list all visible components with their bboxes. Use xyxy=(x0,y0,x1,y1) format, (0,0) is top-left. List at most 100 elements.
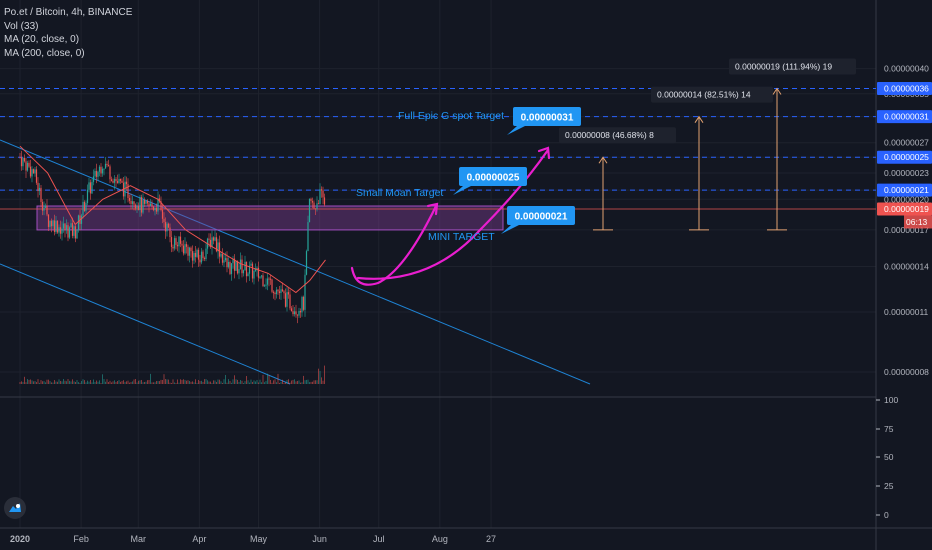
volume-bar xyxy=(217,379,219,384)
candle-body xyxy=(164,222,167,232)
candle-body xyxy=(140,197,143,213)
volume-bar xyxy=(165,379,166,384)
candle-body xyxy=(322,190,324,198)
candle-body xyxy=(76,229,78,239)
volume-bar xyxy=(175,382,177,384)
candle-body xyxy=(221,253,224,263)
volume-bar xyxy=(324,365,325,384)
candle-body xyxy=(130,200,132,204)
tradingview-logo-icon[interactable] xyxy=(4,497,26,519)
osc-tick-label: 25 xyxy=(884,481,894,491)
volume-bar xyxy=(259,379,261,384)
candle-body xyxy=(269,278,272,280)
candle-body xyxy=(26,162,29,171)
target-callout-box xyxy=(513,107,581,126)
volume-bar xyxy=(84,380,85,384)
volume-bar xyxy=(256,379,258,384)
candle-body xyxy=(185,244,188,247)
volume-bar xyxy=(274,379,276,384)
candle-body xyxy=(107,165,110,167)
candle-body xyxy=(227,261,230,268)
legend-ma20[interactable]: MA (20, close, 0) xyxy=(4,34,80,45)
countdown-label: 06:13 xyxy=(906,217,928,227)
candle-body xyxy=(281,289,284,292)
price-tick-label: 0.00000014 xyxy=(884,262,929,272)
volume-bar xyxy=(237,379,238,384)
candle-body xyxy=(139,197,141,211)
volume-bar xyxy=(93,379,94,384)
descending-channel xyxy=(0,139,591,385)
target-callout-box xyxy=(507,206,575,225)
volume-bar xyxy=(207,380,208,384)
measure-label: 0.00000019 (111.94%) 19 xyxy=(735,62,832,72)
volume-bar xyxy=(220,381,222,384)
volume-bar xyxy=(120,381,121,384)
candle-body xyxy=(83,201,86,211)
candle-body xyxy=(145,200,147,204)
volume-bar xyxy=(39,382,40,384)
buy-zone: Buy Zone xyxy=(36,205,560,231)
candle-body xyxy=(178,236,180,247)
price-tick-label: 0.00000020 xyxy=(884,194,929,204)
volume-bar xyxy=(85,382,87,384)
candle-body xyxy=(125,181,128,185)
candle-body xyxy=(283,291,285,294)
volume-bar xyxy=(321,377,322,384)
candle-body xyxy=(169,227,171,238)
candle-body xyxy=(191,251,194,261)
volume-bar xyxy=(273,380,274,384)
candle-body xyxy=(290,308,293,312)
volume-bar xyxy=(133,379,135,384)
candle-body xyxy=(128,198,131,201)
legend-vol[interactable]: Vol (33) xyxy=(4,20,39,32)
candle-body xyxy=(188,247,191,256)
candle-body xyxy=(224,258,227,261)
candle-body xyxy=(194,252,197,257)
candle-body xyxy=(151,203,153,207)
volume-bar xyxy=(88,381,90,384)
volume-bar xyxy=(261,382,262,384)
candle-body xyxy=(172,246,174,249)
candle-body xyxy=(259,276,261,278)
volume-bar xyxy=(195,379,196,384)
legend-ma200[interactable]: MA (200, close, 0) xyxy=(4,47,85,59)
candle-body xyxy=(173,238,176,249)
candle-body xyxy=(152,206,155,211)
channel-upper-line xyxy=(0,139,591,385)
candle-body xyxy=(110,179,113,181)
volume-bar xyxy=(265,380,267,384)
candle-body xyxy=(62,223,65,229)
volume-bar xyxy=(31,380,33,384)
volume-bar xyxy=(64,380,66,384)
candle-body xyxy=(134,204,137,209)
osc-tick-label: 50 xyxy=(884,452,894,462)
measure-tools: 0.00000008 (46.68%) 8 0.00000014 (82.51%)… xyxy=(559,58,856,231)
candle-body xyxy=(118,178,120,183)
legend-symbol[interactable]: Po.et / Bitcoin, 4h, BINANCE xyxy=(4,7,133,18)
candle-body xyxy=(32,169,35,174)
countdown-bg xyxy=(904,215,932,229)
target-callout-pointer xyxy=(507,126,525,135)
volume-bar xyxy=(300,382,301,384)
volume-bar xyxy=(139,380,141,384)
candle-body xyxy=(95,170,98,177)
volume-bar xyxy=(202,381,204,384)
volume-bar xyxy=(241,380,243,384)
volume-bar xyxy=(28,379,30,384)
volume-bar xyxy=(285,382,286,384)
candle-body xyxy=(40,187,42,202)
volume-bar xyxy=(315,380,316,384)
target-callout-text: 0.00000021 xyxy=(515,212,568,223)
annotation-label: MINI TARGET xyxy=(428,231,495,243)
candle-body xyxy=(245,261,248,277)
candle-body xyxy=(20,157,23,167)
candle-body xyxy=(277,289,279,292)
volume-bar xyxy=(159,381,160,384)
volume-bar xyxy=(138,380,139,384)
volume-bar xyxy=(253,380,255,384)
candle-body xyxy=(154,207,156,211)
target-price-label-bg xyxy=(877,183,932,197)
candle-body xyxy=(293,311,296,315)
